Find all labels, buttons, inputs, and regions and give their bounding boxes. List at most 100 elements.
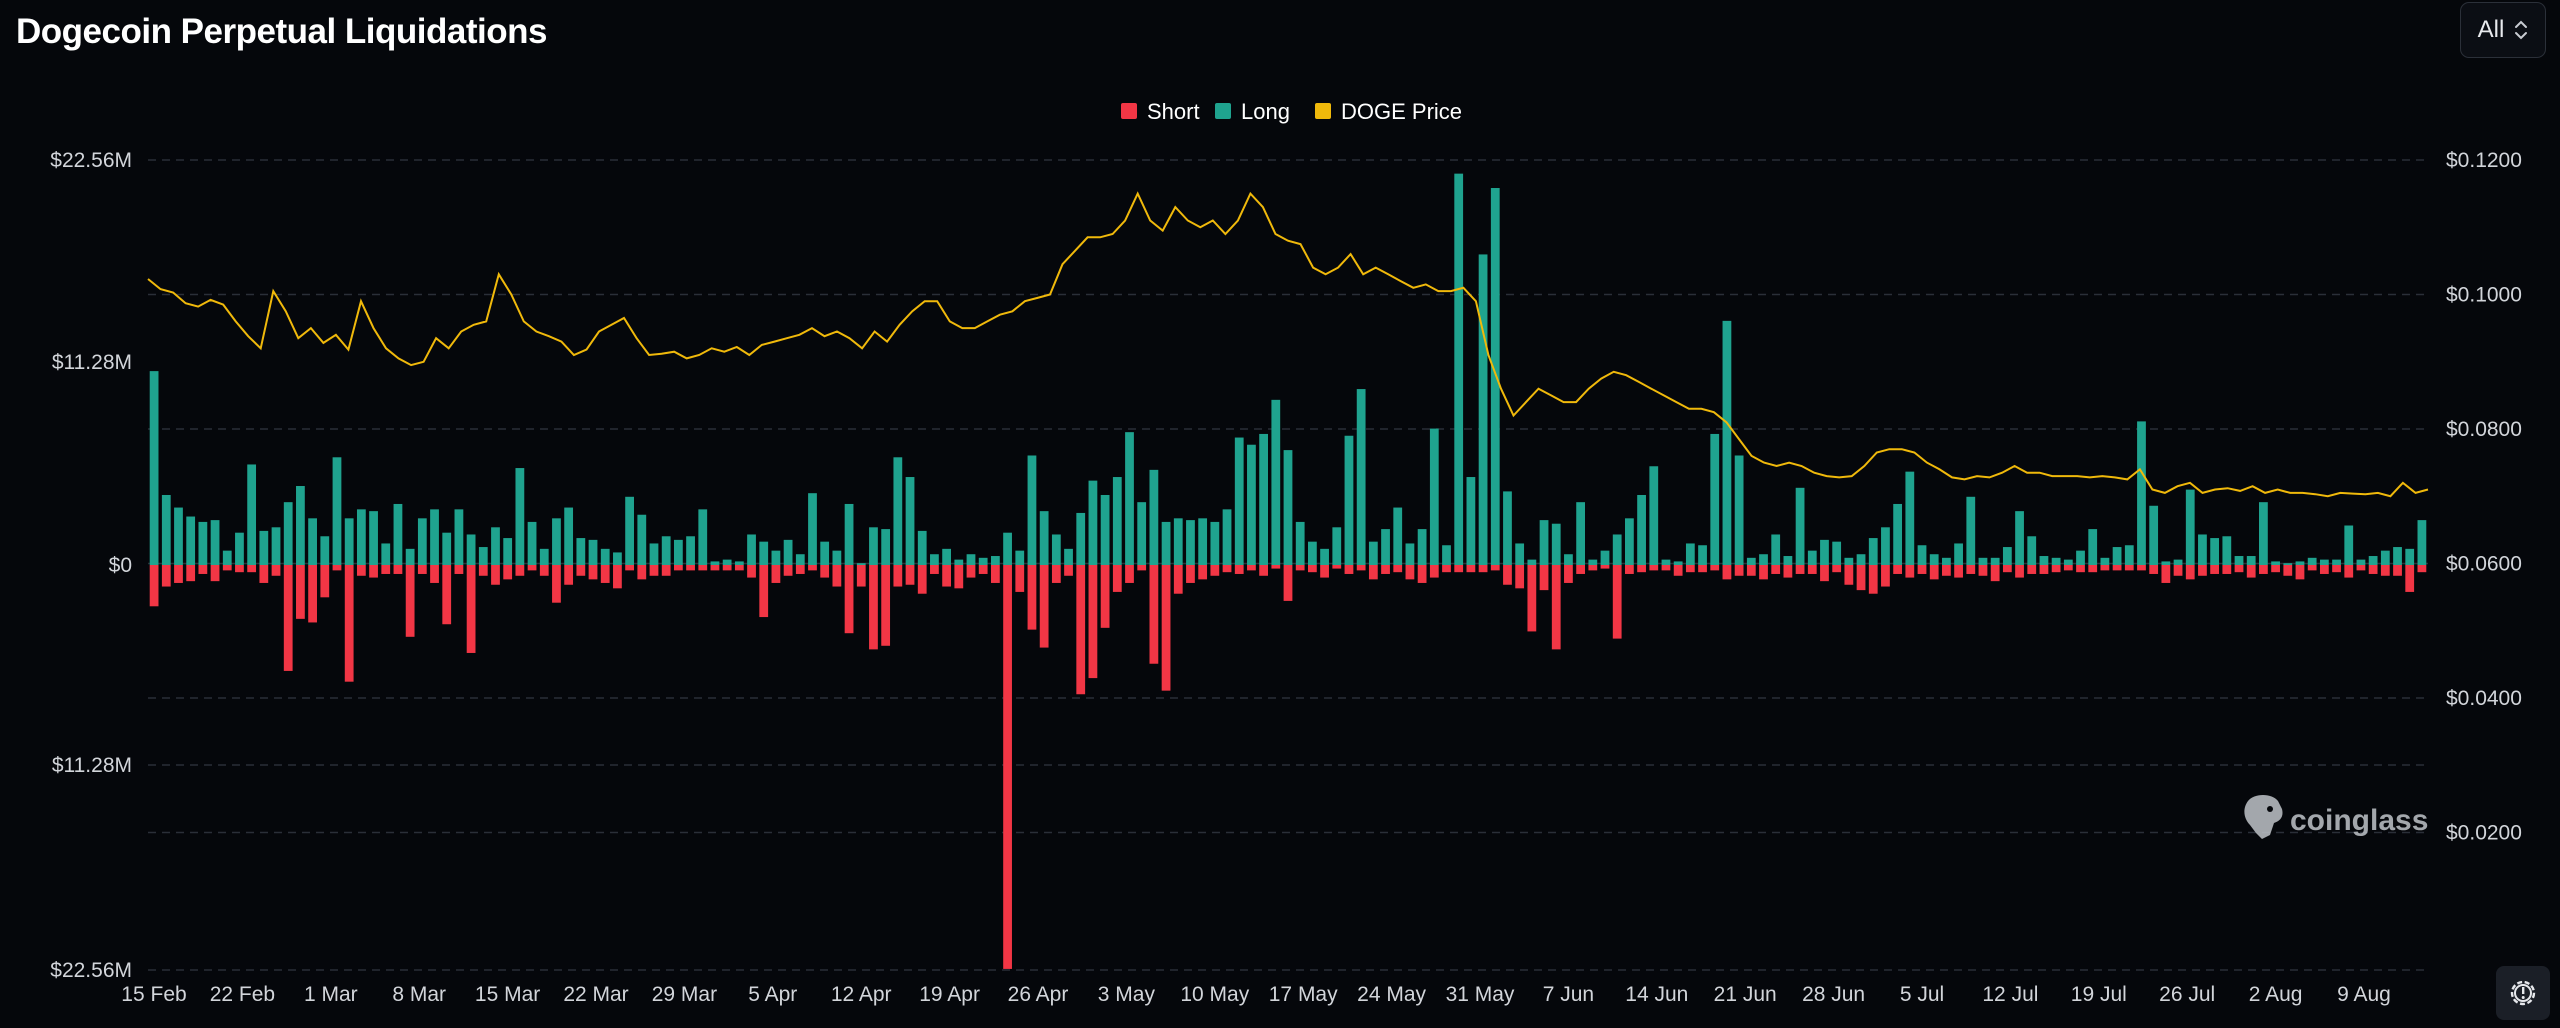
bar-short <box>1234 565 1244 574</box>
bar-long <box>1637 494 1646 565</box>
bar-short <box>1454 565 1464 573</box>
bar-short <box>1612 565 1622 639</box>
bar-short <box>247 565 257 573</box>
bar-long <box>1868 538 1878 565</box>
bar-short <box>1942 565 1951 576</box>
bar-short <box>966 565 976 578</box>
y-tick-right: $0.0400 <box>2446 687 2522 710</box>
bar-long <box>856 563 866 565</box>
bar-long <box>1929 554 1939 565</box>
x-tick: 12 Apr <box>831 983 892 1006</box>
bar-short <box>198 565 208 574</box>
bar-long <box>296 486 305 565</box>
bar-short <box>308 565 317 623</box>
bar-long <box>1344 435 1354 565</box>
bar-long <box>1332 527 1342 565</box>
x-tick: 9 Aug <box>2337 983 2391 1006</box>
bar-long <box>1588 559 1598 565</box>
bar-long <box>210 520 220 565</box>
bar-short <box>637 565 647 580</box>
bar-long <box>1210 521 1220 565</box>
bar-long <box>2161 561 2171 565</box>
x-tick: 7 Jun <box>1543 983 1594 1006</box>
bar-short <box>771 565 781 583</box>
bar-short <box>1649 565 1659 571</box>
bar-short <box>2222 565 2232 574</box>
bar-long <box>2124 545 2134 565</box>
bar-long <box>1661 559 1671 565</box>
bar-short <box>1417 565 1427 583</box>
bar-short <box>2015 565 2024 578</box>
bar-long <box>332 457 342 565</box>
bar-short <box>1112 565 1122 592</box>
bar-long <box>320 536 330 565</box>
bar-long <box>942 548 951 565</box>
x-tick: 26 Apr <box>1008 983 1069 1006</box>
bar-long <box>2283 563 2293 565</box>
bar-long <box>1942 557 1951 565</box>
bar-short <box>1722 565 1732 580</box>
bar-short <box>1088 565 1098 679</box>
bar-short <box>722 565 732 571</box>
bar-short <box>2161 565 2171 583</box>
bar-long <box>2173 559 2183 565</box>
bar-long <box>1307 541 1317 565</box>
bar-short <box>186 565 196 582</box>
bar-long <box>564 507 574 565</box>
bar-short <box>1173 565 1183 594</box>
bar-short <box>2344 565 2354 578</box>
bar-short <box>1710 565 1720 571</box>
bar-long <box>381 543 391 565</box>
bar-short <box>2210 565 2220 574</box>
bar-short <box>1844 565 1854 585</box>
bar-long <box>503 538 513 565</box>
bar-long <box>1100 494 1110 565</box>
bar-long <box>1271 399 1281 565</box>
bar-long <box>527 521 537 565</box>
bar-long <box>1795 487 1805 565</box>
bar-short <box>1027 565 1037 630</box>
bar-short <box>2234 565 2244 573</box>
x-tick: 14 Jun <box>1625 983 1688 1006</box>
bar-long <box>783 539 793 565</box>
bar-short <box>905 565 915 585</box>
bar-long <box>1673 561 1683 565</box>
bar-short <box>1978 565 1988 576</box>
bar-short <box>832 565 842 587</box>
bar-long <box>1759 554 1768 565</box>
bar-short <box>393 565 403 574</box>
y-tick-right: $0.0800 <box>2446 418 2522 441</box>
bar-short <box>1905 565 1915 578</box>
bar-short <box>698 565 708 571</box>
bar-long <box>2246 556 2256 565</box>
bar-long <box>1832 541 1842 565</box>
bar-long <box>1771 534 1781 565</box>
bar-long <box>552 518 561 565</box>
bar-short <box>1966 565 1976 574</box>
x-tick: 8 Mar <box>392 983 446 1006</box>
bar-long <box>515 468 525 565</box>
legend-swatch <box>1121 103 1137 119</box>
x-tick: 19 Apr <box>919 983 980 1006</box>
bar-long <box>588 539 598 565</box>
x-tick: 31 May <box>1446 983 1515 1006</box>
bar-long <box>637 514 647 565</box>
chart-settings-button[interactable] <box>2496 966 2550 1020</box>
bar-long <box>1734 455 1744 565</box>
x-tick: 10 May <box>1180 983 1249 1006</box>
y-tick-left: $11.28M <box>52 754 132 777</box>
x-tick: 21 Jun <box>1714 983 1777 1006</box>
bar-long <box>1503 491 1512 565</box>
bar-long <box>1990 557 2000 565</box>
time-range-select[interactable]: All <box>2460 2 2546 58</box>
bar-long <box>2039 556 2049 565</box>
bar-long <box>600 548 610 565</box>
bar-long <box>1649 466 1659 565</box>
bar-short <box>1698 565 1707 573</box>
bar-long <box>1515 543 1525 565</box>
bar-long <box>881 529 891 565</box>
bar-long <box>1564 554 1573 565</box>
bar-short <box>2088 565 2098 573</box>
bar-short <box>808 565 817 571</box>
